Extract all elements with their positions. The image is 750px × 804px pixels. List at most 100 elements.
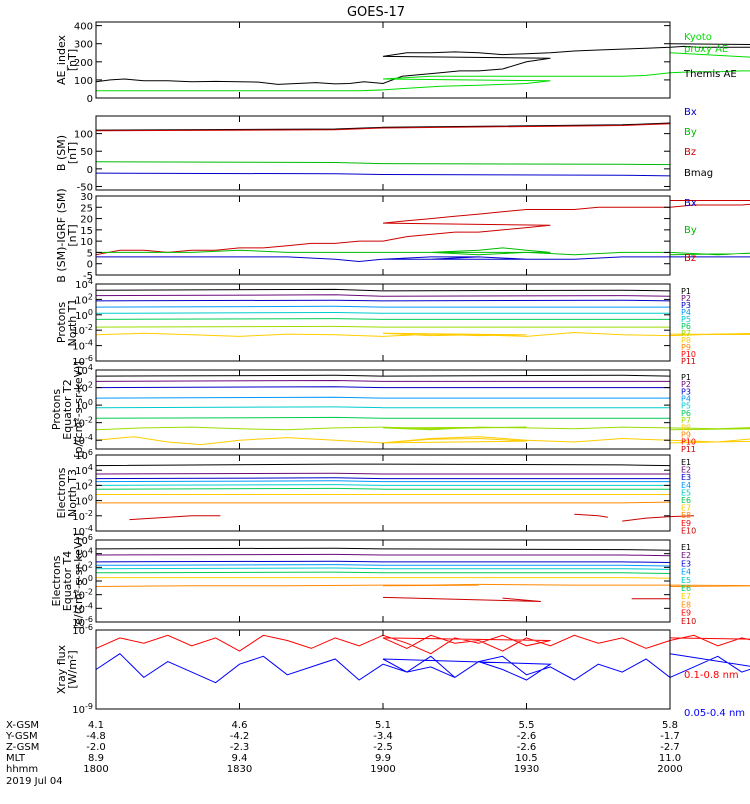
y-axis-label: [nT] bbox=[66, 142, 79, 164]
series-line bbox=[95, 379, 670, 382]
legend-entry: P7 bbox=[681, 416, 691, 425]
y-tick-label: 200 bbox=[74, 58, 93, 69]
y-tick-label: 100 bbox=[75, 398, 93, 412]
y-tick-label: 25 bbox=[80, 203, 93, 214]
y-axis-label: AE_index bbox=[55, 34, 68, 85]
legend-entry: E3 bbox=[681, 473, 691, 482]
legend-entry: P8 bbox=[681, 336, 691, 345]
ephemeris-value: 4.1 bbox=[88, 720, 104, 731]
y-tick-label: 102 bbox=[75, 560, 93, 574]
legend-entry: Bz bbox=[684, 147, 696, 158]
legend-entry: E2 bbox=[681, 551, 691, 560]
y-tick-label: 10-4 bbox=[72, 339, 93, 353]
panel-ae bbox=[95, 21, 750, 99]
legend-entry: P5 bbox=[681, 315, 691, 324]
series-line bbox=[95, 43, 750, 85]
legend-entry: P11 bbox=[681, 357, 696, 366]
y-tick-label: 10-2 bbox=[72, 323, 93, 337]
y-tick-label: 10-4 bbox=[72, 433, 93, 447]
y-tick-label: -50 bbox=[77, 182, 93, 193]
legend-entry: 0.05-0.4 nm bbox=[684, 708, 745, 719]
y-tick-label: 0 bbox=[87, 94, 93, 105]
y-tick-label: 104 bbox=[75, 363, 93, 377]
legend-entry: E7 bbox=[681, 592, 691, 601]
y-axis-label: Equator T2 bbox=[61, 379, 74, 439]
legend-entry: Bx bbox=[684, 198, 697, 209]
series-line bbox=[95, 374, 671, 377]
ephemeris-value: 5.5 bbox=[519, 720, 535, 731]
series-line bbox=[95, 436, 750, 446]
legend-entry: P9 bbox=[681, 430, 691, 439]
y-axis-label: Xray flux bbox=[55, 644, 68, 694]
series-line bbox=[95, 318, 670, 320]
legend-entry: E7 bbox=[681, 504, 691, 513]
ephemeris-value: 8.9 bbox=[88, 753, 104, 764]
y-tick-label: 102 bbox=[75, 292, 93, 306]
y-axis-label: B (SM) bbox=[55, 135, 68, 171]
y-tick-label: 104 bbox=[75, 547, 93, 561]
y-tick-label: 100 bbox=[75, 574, 93, 588]
legend-entry: P4 bbox=[681, 308, 691, 317]
y-tick-label: 15 bbox=[80, 226, 93, 237]
legend-entry: P3 bbox=[681, 301, 691, 310]
legend-entry: Kyoto bbox=[684, 32, 712, 43]
y-axis-label: [nT] bbox=[66, 224, 79, 246]
y-tick-label: 100 bbox=[75, 308, 93, 322]
legend-entry: Themis AE bbox=[683, 69, 737, 80]
chart-title: GOES-17 bbox=[347, 5, 405, 20]
y-tick-label: 30 bbox=[80, 192, 93, 203]
y-axis-label: Electrons bbox=[55, 467, 68, 518]
series-line bbox=[95, 325, 670, 328]
y-axis-label: [nT] bbox=[66, 49, 79, 71]
series-line bbox=[95, 172, 671, 177]
y-tick-label: 102 bbox=[75, 381, 93, 395]
legend-entry: P1 bbox=[681, 373, 691, 382]
y-axis-label: North T1 bbox=[66, 299, 79, 347]
y-tick-label: 10 bbox=[80, 237, 93, 248]
series-line bbox=[96, 256, 750, 263]
panel-electrons-t4 bbox=[95, 539, 750, 623]
ephemeris-value: -2.0 bbox=[86, 742, 106, 753]
series-line bbox=[95, 200, 750, 256]
ephemeris-value: 9.9 bbox=[375, 753, 391, 764]
y-tick-label: 10-4 bbox=[72, 524, 93, 538]
panel-electrons-t3 bbox=[95, 454, 694, 532]
ephemeris-value: 1800 bbox=[83, 764, 108, 775]
series-line bbox=[95, 123, 671, 132]
series-line bbox=[622, 515, 694, 522]
y-tick-label: 400 bbox=[74, 22, 93, 33]
panel-protons-t1 bbox=[95, 283, 750, 362]
panel-frame bbox=[95, 539, 671, 623]
series-line bbox=[96, 501, 671, 504]
ephemeris-value: -2.6 bbox=[517, 731, 537, 742]
legend-entry: P6 bbox=[681, 409, 691, 418]
series-line bbox=[96, 247, 750, 256]
legend-entry: By bbox=[684, 225, 697, 236]
y-tick-label: 10-4 bbox=[72, 601, 93, 615]
ephemeris-row-label: Z-GSM bbox=[6, 742, 39, 753]
series-line bbox=[95, 406, 670, 409]
ephemeris-value: 1900 bbox=[370, 764, 395, 775]
legend-entry: P2 bbox=[681, 380, 691, 389]
series-line bbox=[95, 305, 670, 308]
y-axis-label: North T3 bbox=[66, 469, 79, 517]
panel-frame bbox=[95, 195, 671, 276]
ephemeris-value: 10.5 bbox=[515, 753, 537, 764]
ephemeris-value: -1.7 bbox=[660, 731, 680, 742]
y-tick-label: 10-6 bbox=[72, 354, 93, 368]
series-line bbox=[95, 426, 750, 431]
ephemeris-value: -2.7 bbox=[660, 742, 680, 753]
ephemeris-value: 9.4 bbox=[232, 753, 248, 764]
ephemeris-value: 5.8 bbox=[662, 720, 678, 731]
series-line bbox=[95, 547, 671, 551]
legend-entry: E8 bbox=[681, 511, 691, 520]
ephemeris-value: -2.6 bbox=[517, 742, 537, 753]
legend-entry: E4 bbox=[681, 568, 691, 577]
y-tick-label: -5 bbox=[83, 271, 93, 282]
panel-xray bbox=[95, 629, 750, 710]
y-tick-label: 104 bbox=[75, 277, 93, 291]
y-tick-label: 104 bbox=[75, 463, 93, 477]
legend-entry: P5 bbox=[681, 402, 691, 411]
series-line bbox=[95, 288, 671, 292]
